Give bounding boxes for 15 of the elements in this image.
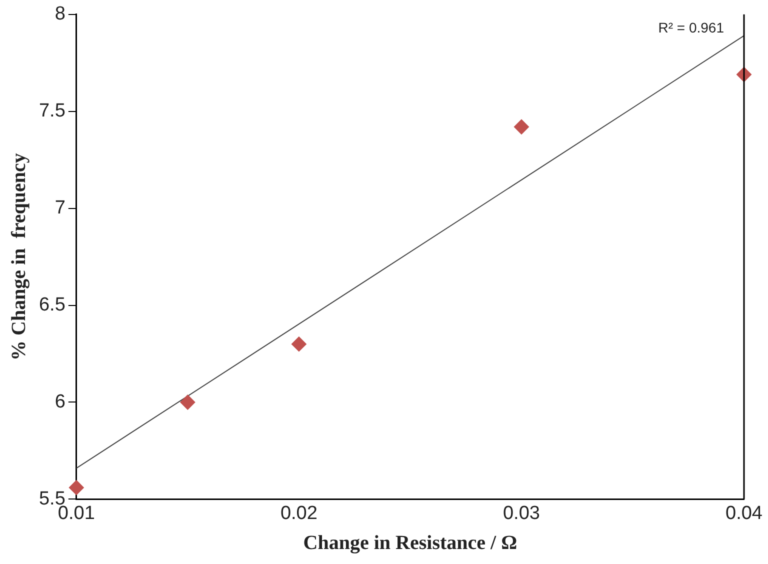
point <box>180 394 196 410</box>
point <box>68 480 84 496</box>
point <box>291 336 306 352</box>
y-tick-label: 6 <box>54 391 66 412</box>
y-tick-label: 7.5 <box>38 100 66 122</box>
x-tick-label: 0.03 <box>502 502 540 524</box>
x-tick-label: 0.02 <box>280 502 318 524</box>
annotation: R² = 0.961 <box>658 19 724 36</box>
x-axis-title: Change in Resistance / Ω <box>303 532 518 554</box>
y-tick-label: 8 <box>54 4 66 25</box>
x-tick-label: 0.04 <box>726 502 763 524</box>
point <box>514 119 529 134</box>
y-tick-label: 7 <box>54 198 66 219</box>
y-tick-label: 6.5 <box>38 294 66 316</box>
y-axis-title: % Change in frequency <box>8 153 30 361</box>
